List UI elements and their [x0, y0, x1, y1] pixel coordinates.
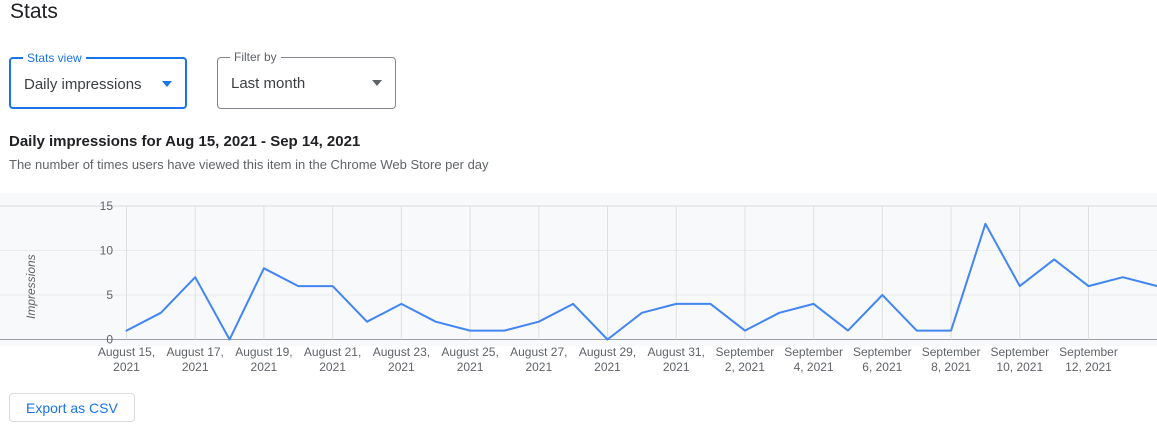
svg-text:0: 0	[106, 333, 113, 347]
svg-text:10: 10	[100, 244, 114, 258]
svg-text:15: 15	[100, 199, 114, 213]
svg-text:5: 5	[106, 288, 113, 302]
